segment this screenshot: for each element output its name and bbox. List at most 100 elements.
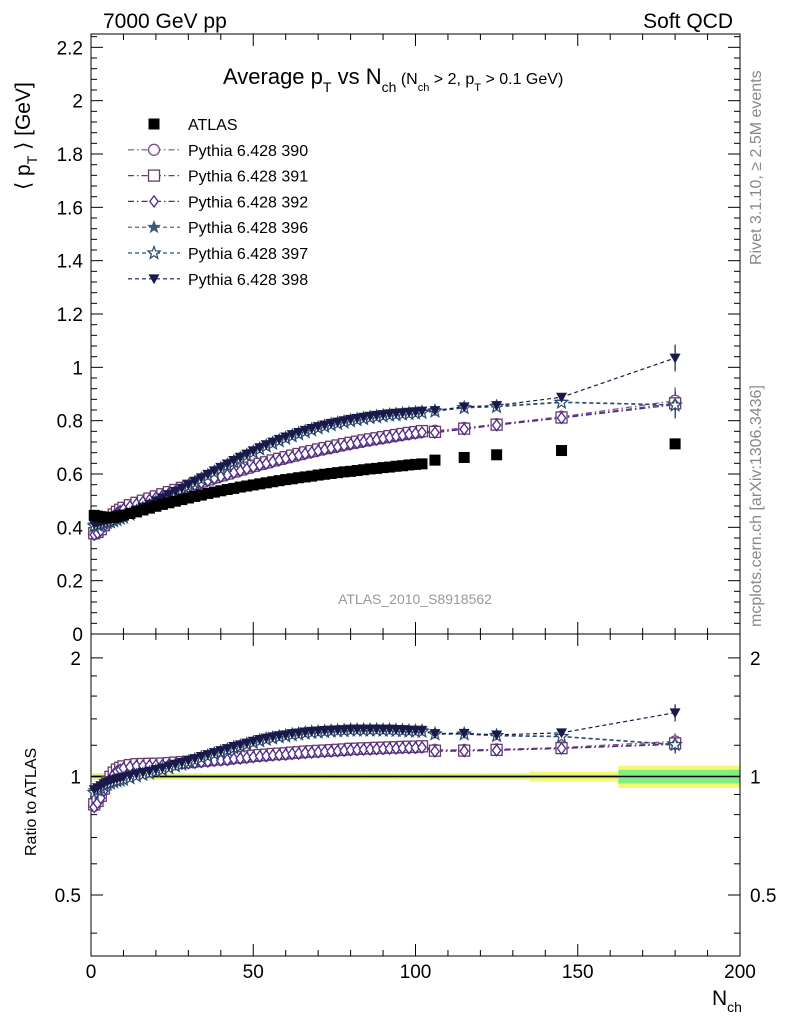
- series-point-5: [312, 422, 324, 433]
- series-point-5: [491, 401, 503, 411]
- ratio-y-label: Ratio to ATLAS: [23, 748, 40, 856]
- series-point-5: [163, 490, 175, 501]
- atlas-point: [390, 460, 402, 472]
- series-point-5: [182, 480, 194, 491]
- atlas-point: [280, 474, 292, 486]
- atlas-point: [234, 481, 246, 493]
- atlas-point: [228, 482, 240, 494]
- series-point-5: [260, 440, 272, 451]
- ratio-x-axis: 0 50 100 150 200: [86, 634, 756, 983]
- main-y-tick-label: 2.2: [57, 38, 83, 59]
- series-point-5: [325, 418, 337, 429]
- main-y-tick-label: 1.6: [57, 198, 83, 219]
- atlas-point: [416, 458, 428, 470]
- ratio-point-5: [241, 738, 253, 749]
- title-cut-b-sub: T: [474, 82, 481, 94]
- series-point-2: [459, 422, 470, 436]
- atlas-point: [241, 480, 253, 492]
- x-tick-label: 0: [86, 962, 97, 983]
- series-point-5: [319, 420, 331, 431]
- series-point-5: [234, 452, 246, 463]
- series-point-5: [169, 486, 181, 497]
- ratio-point-5: [416, 725, 428, 736]
- series-point-5: [280, 432, 292, 443]
- ratio-point-5: [429, 729, 441, 740]
- ratio-point-5: [143, 766, 155, 777]
- series-point-4: [667, 396, 683, 412]
- x-tick-label: 100: [400, 962, 432, 983]
- title-cut-a: (N: [396, 71, 417, 88]
- ratio-y-tick-label-right: 0.5: [750, 886, 776, 907]
- atlas-point: [377, 462, 389, 474]
- atlas-point: [117, 509, 129, 521]
- series-point-2: [491, 418, 502, 432]
- atlas-point: [364, 463, 376, 475]
- x-axis-label: Nch: [712, 987, 742, 1015]
- ratio-y-tick-label: 0.5: [55, 886, 81, 907]
- legend-label: ATLAS: [188, 117, 238, 134]
- main-y-tick-label: 1.8: [57, 145, 83, 166]
- ratio-point-2: [404, 741, 414, 755]
- main-y-tick-label: 0.6: [57, 465, 83, 486]
- atlas-point: [299, 471, 311, 483]
- atlas-point: [384, 461, 396, 473]
- x-label-sub: ch: [727, 999, 742, 1015]
- ratio-point-2: [384, 741, 395, 756]
- ratio-point-2: [358, 742, 369, 757]
- atlas-point: [669, 438, 681, 450]
- ratio-point-5: [228, 741, 240, 752]
- atlas-point: [345, 465, 357, 477]
- series-point-5: [215, 462, 227, 473]
- title-mid-sub: ch: [382, 79, 397, 95]
- legend-marker: [149, 194, 159, 208]
- series-point-5: [273, 434, 285, 445]
- ratio-point-5: [221, 744, 233, 755]
- series-point-5: [358, 412, 370, 423]
- atlas-point: [458, 451, 470, 463]
- legend-marker: [147, 169, 161, 182]
- x-tick-label: 150: [562, 962, 594, 983]
- ratio-y-tick-label: 1: [70, 767, 81, 788]
- atlas-point: [215, 485, 227, 497]
- ratio-point-5: [293, 728, 305, 739]
- series-point-5: [202, 469, 214, 480]
- ratio-plot-frame: [90, 633, 741, 957]
- ratio-panel: 0.5 0.5 1 1 2 2 0 50 100 150 200 Ratio to ATLAS: [23, 633, 776, 983]
- ratio-point-5: [280, 730, 292, 741]
- atlas-point: [176, 494, 188, 506]
- x-tick-label: 50: [243, 962, 264, 983]
- source-label: mcplots.cern.ch [arXiv:1306.3436]: [748, 385, 765, 627]
- legend-label: Pythia 6.428 391: [188, 169, 308, 186]
- atlas-point: [325, 467, 337, 479]
- ratio-point-5: [556, 728, 568, 739]
- atlas-point: [130, 506, 142, 518]
- main-y-tick-label: 2: [72, 92, 83, 113]
- atlas-point: [163, 497, 175, 509]
- atlas-point: [351, 465, 363, 477]
- header-left: 7000 GeV pp: [103, 10, 227, 33]
- legend-marker: [148, 274, 160, 285]
- series-point-5: [267, 437, 279, 448]
- atlas-point: [247, 479, 259, 491]
- series-point-5: [338, 416, 350, 427]
- ratio-point-4: [667, 736, 683, 752]
- ratio-y-axis: 0.5 0.5 1 1 2 2: [55, 649, 776, 934]
- header-right: Soft QCD: [643, 10, 733, 33]
- title-mid: vs N: [331, 64, 381, 89]
- ratio-point-5: [267, 732, 279, 743]
- atlas-point: [338, 466, 350, 478]
- series-point-5: [293, 428, 305, 438]
- main-x-axis: [90, 34, 741, 634]
- atlas-point: [273, 475, 285, 487]
- series-point-5: [371, 410, 383, 421]
- series-point-5: [176, 483, 188, 494]
- legend-label: Pythia 6.428 392: [188, 194, 308, 211]
- main-panel: 0 0.2 0.4 0.6 0.8 1 1.2 1.4 1.6 1.8 2 2.2 Average p…: [12, 33, 741, 646]
- atlas-point: [208, 486, 220, 498]
- series-point-5: [195, 473, 207, 484]
- atlas-point: [293, 472, 305, 484]
- series-point-5: [156, 493, 168, 504]
- ratio-y-tick-label-right: 2: [750, 649, 761, 670]
- title-main: Average p: [223, 64, 323, 89]
- legend-marker: [146, 219, 162, 234]
